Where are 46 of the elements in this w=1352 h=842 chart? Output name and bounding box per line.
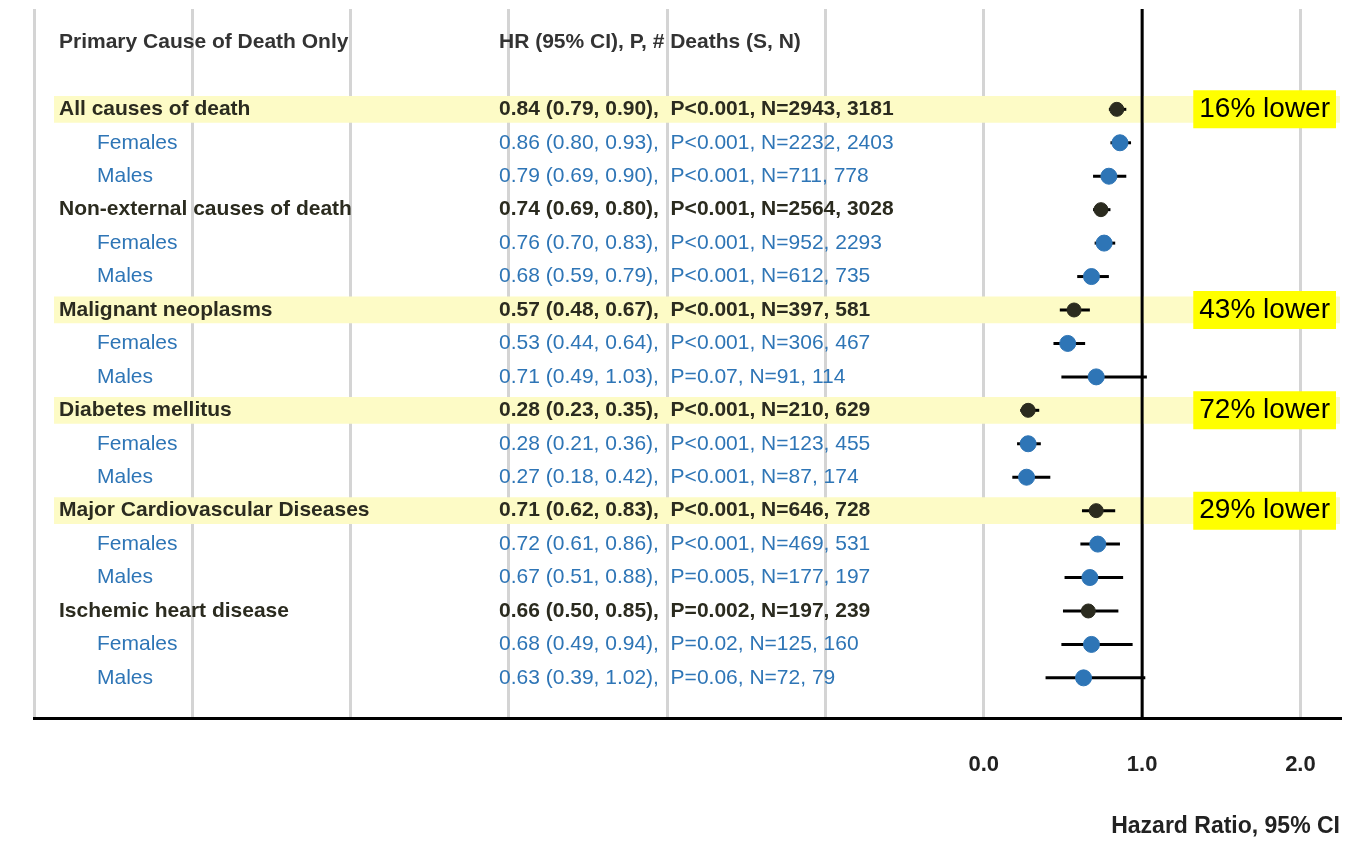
- y-tick-label: Non-external causes of death: [59, 196, 352, 220]
- x-tick-label: 0.0: [968, 751, 1000, 777]
- y-tick-label: Males: [97, 564, 154, 588]
- annotation: 0.86 (0.80, 0.93), P<0.001, N=2232, 2403: [499, 129, 894, 153]
- y-tick-label: Females: [97, 129, 178, 153]
- x-tick-label: 2.0: [1285, 751, 1316, 777]
- y-tick-label: Males: [97, 163, 154, 187]
- text: HR (95% CI), P, # Deaths (S, N): [499, 29, 801, 53]
- annotation: 0.63 (0.39, 1.02), P=0.06, N=72, 79: [499, 664, 836, 688]
- annotation: 29% lower: [1199, 493, 1330, 525]
- y-tick-label: All causes of death: [59, 96, 251, 120]
- y-tick-label: Males: [97, 464, 154, 487]
- y-tick-label: Females: [97, 631, 178, 655]
- y-tick-label: Females: [97, 330, 178, 354]
- annotation: 0.28 (0.21, 0.36), P<0.001, N=123, 455: [499, 430, 871, 454]
- annotation: 0.68 (0.49, 0.94), P=0.02, N=125, 160: [499, 631, 859, 655]
- annotation: 0.53 (0.44, 0.64), P<0.001, N=306, 467: [499, 330, 871, 354]
- annotation: 0.68 (0.59, 0.79), P<0.001, N=612, 735: [499, 263, 871, 287]
- annotation: 0.72 (0.61, 0.86), P<0.001, N=469, 531: [499, 530, 871, 554]
- y-tick-label: Females: [97, 229, 178, 253]
- annotation: 0.27 (0.18, 0.42), P<0.001, N=87, 174: [499, 464, 859, 487]
- y-tick-label: Females: [97, 430, 178, 454]
- annotation: 43% lower: [1199, 292, 1330, 324]
- annotation: 0.74 (0.69, 0.80), P<0.001, N=2564, 3028: [499, 196, 894, 220]
- annotation: 0.57 (0.48, 0.67), P<0.001, N=397, 581: [499, 296, 871, 320]
- annotation: 0.28 (0.23, 0.35), P<0.001, N=210, 629: [499, 397, 871, 421]
- annotation: 16% lower: [1199, 92, 1330, 124]
- y-tick-label: Malignant neoplasms: [59, 296, 273, 320]
- x-axis-title: Hazard Ratio, 95% CI: [1111, 811, 1340, 838]
- y-tick-label: Females: [97, 530, 178, 554]
- y-tick-label: Diabetes mellitus: [59, 397, 232, 421]
- annotation: 0.76 (0.70, 0.83), P<0.001, N=952, 2293: [499, 229, 882, 253]
- annotation: 72% lower: [1199, 393, 1330, 425]
- annotation: 0.79 (0.69, 0.90), P<0.001, N=711, 778: [499, 163, 869, 187]
- y-tick-label: Ischemic heart disease: [59, 597, 289, 621]
- annotation: 0.84 (0.79, 0.90), P<0.001, N=2943, 3181: [499, 96, 894, 120]
- y-tick-label: Major Cardiovascular Diseases: [59, 497, 370, 521]
- annotation: 0.71 (0.62, 0.83), P<0.001, N=646, 728: [499, 497, 871, 521]
- annotation: 0.71 (0.49, 1.03), P=0.07, N=91, 114: [499, 363, 846, 387]
- y-tick-label: Males: [97, 363, 154, 387]
- y-tick-label: Males: [97, 263, 154, 287]
- annotation: 0.66 (0.50, 0.85), P=0.002, N=197, 239: [499, 597, 871, 621]
- y-tick-label: Males: [97, 664, 154, 688]
- text: Primary Cause of Death Only: [59, 29, 349, 53]
- annotation: 0.67 (0.51, 0.88), P=0.005, N=177, 197: [499, 564, 871, 588]
- x-tick-label: 1.0: [1126, 751, 1158, 777]
